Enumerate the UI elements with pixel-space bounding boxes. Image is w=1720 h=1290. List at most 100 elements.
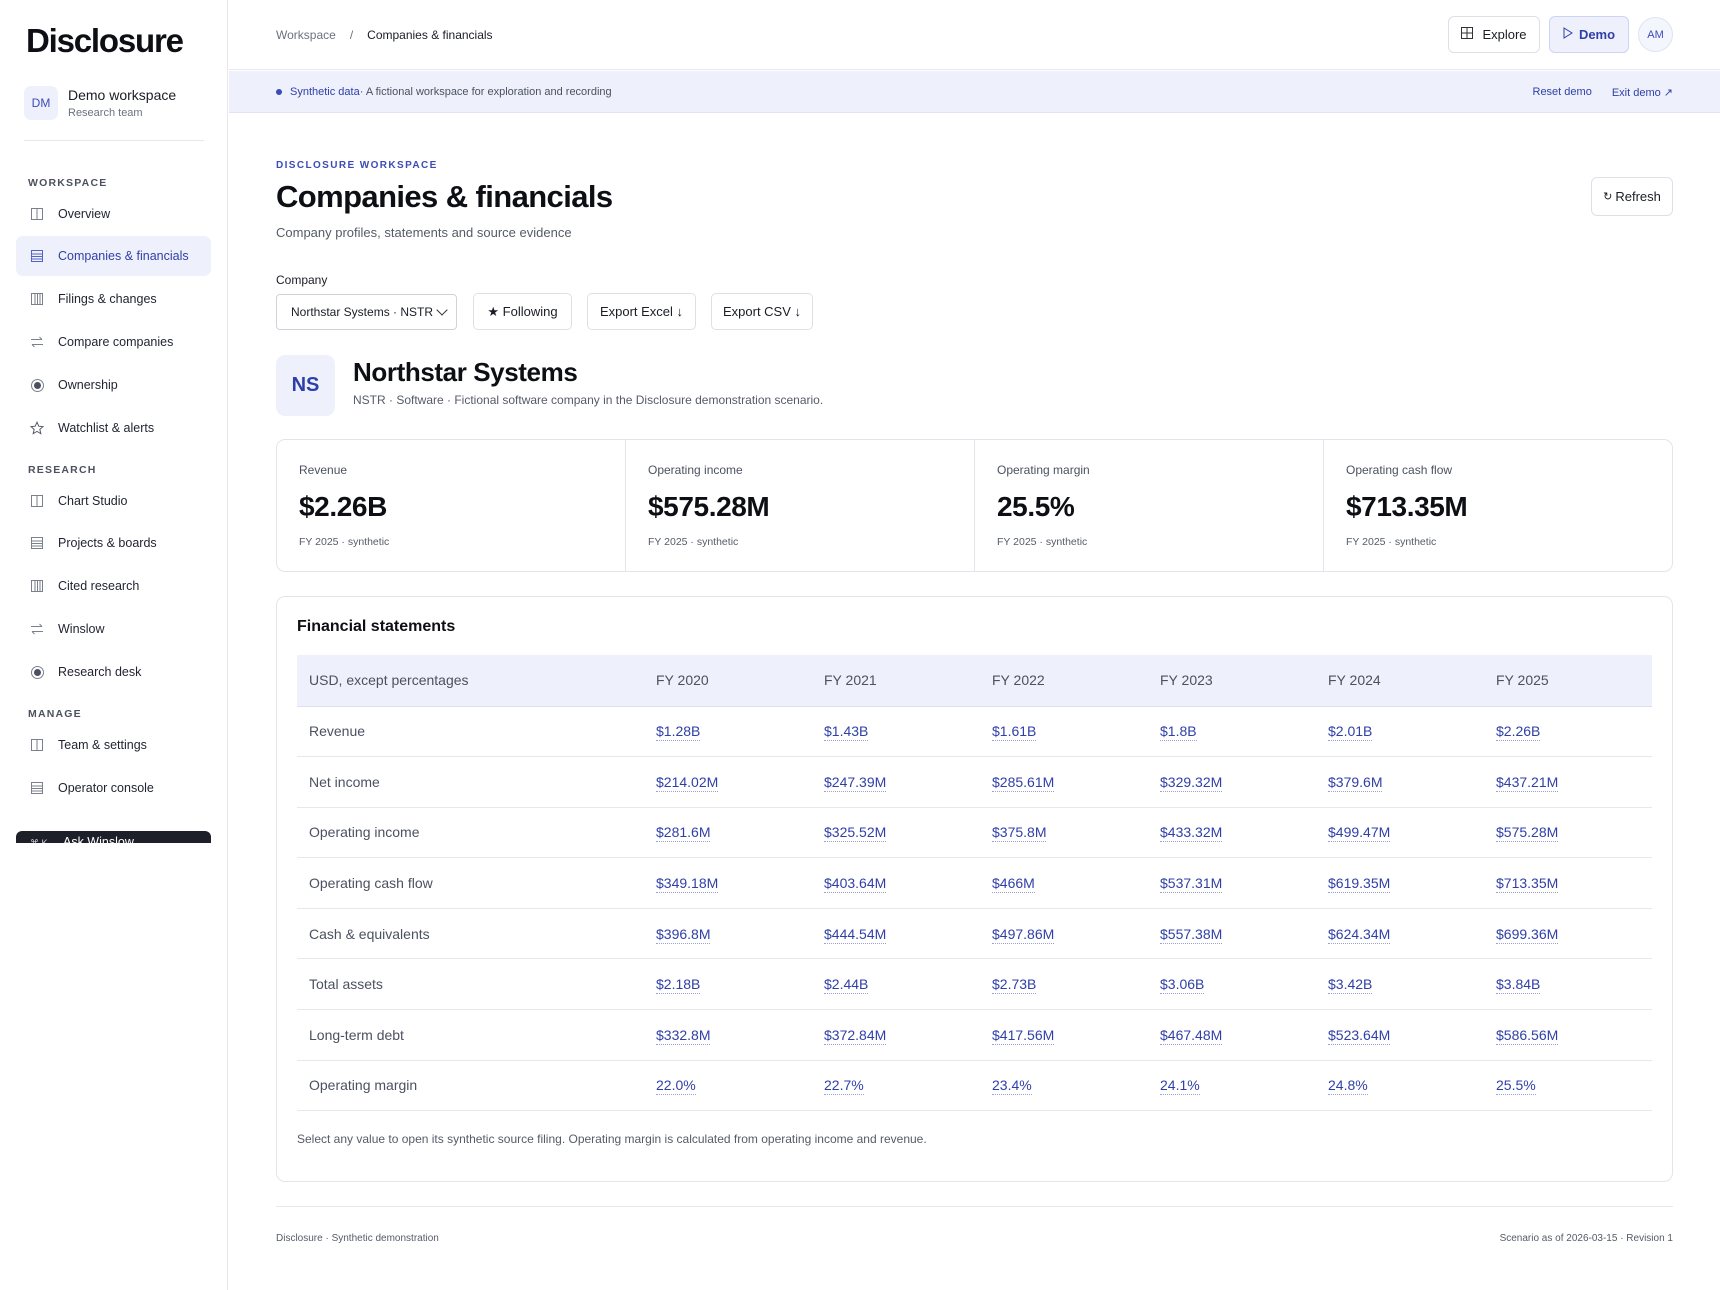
table-row: Total assets $2.18B $2.44B $2.73B $3.06B $3.4… bbox=[297, 958, 1652, 1011]
financial-statements-card: Financial statements USD, except percent… bbox=[276, 596, 1673, 1182]
table-cell: $1.43B bbox=[812, 706, 980, 758]
demo-button[interactable]: Demo bbox=[1549, 16, 1629, 53]
source-value-link[interactable]: $2.26B bbox=[1496, 723, 1541, 742]
sidebar-item-research-desk[interactable]: Research desk bbox=[16, 652, 211, 692]
source-value-link[interactable]: $417.56M bbox=[992, 1026, 1055, 1045]
source-value-link[interactable]: 24.1% bbox=[1160, 1077, 1200, 1096]
company-logo: NS bbox=[276, 355, 335, 416]
source-value-link[interactable]: $499.47M bbox=[1328, 824, 1391, 843]
source-value-link[interactable]: $403.64M bbox=[824, 875, 887, 894]
table-row: Operating cash flow $349.18M $403.64M $466M… bbox=[297, 857, 1652, 909]
sidebar-item-filings-changes[interactable]: Filings & changes bbox=[16, 279, 211, 319]
explore-button[interactable]: Explore bbox=[1448, 16, 1540, 53]
source-value-link[interactable]: $433.32M bbox=[1160, 824, 1223, 843]
table-cell: $467.48M bbox=[1148, 1009, 1316, 1061]
source-value-link[interactable]: $523.64M bbox=[1328, 1026, 1391, 1045]
source-value-link[interactable]: $619.35M bbox=[1328, 875, 1391, 894]
source-value-link[interactable]: $537.31M bbox=[1160, 875, 1223, 894]
source-value-link[interactable]: $497.86M bbox=[992, 925, 1055, 944]
source-value-link[interactable]: $281.6M bbox=[656, 824, 711, 843]
source-value-link[interactable]: $332.8M bbox=[656, 1026, 711, 1045]
source-value-link[interactable]: $247.39M bbox=[824, 773, 887, 792]
app-logo[interactable]: Disclosure bbox=[26, 22, 184, 59]
table-cell: $2.01B bbox=[1316, 706, 1484, 758]
nav-section-manage: MANAGE bbox=[28, 708, 82, 720]
row-label: Net income bbox=[297, 756, 644, 808]
source-value-link[interactable]: $713.35M bbox=[1496, 875, 1559, 894]
source-value-link[interactable]: $379.6M bbox=[1328, 773, 1383, 792]
table-cell: $396.8M bbox=[644, 908, 812, 960]
banner-strong: Synthetic data bbox=[290, 86, 360, 98]
source-value-link[interactable]: $325.52M bbox=[824, 824, 887, 843]
source-value-link[interactable]: 24.8% bbox=[1328, 1077, 1368, 1096]
source-value-link[interactable]: $3.84B bbox=[1496, 976, 1541, 995]
source-value-link[interactable]: $3.42B bbox=[1328, 976, 1373, 995]
reset-demo-link[interactable]: Reset demo bbox=[1532, 86, 1592, 98]
sidebar-item-cited-research[interactable]: Cited research bbox=[16, 566, 211, 606]
financial-statements-title: Financial statements bbox=[297, 618, 456, 635]
source-value-link[interactable]: $329.32M bbox=[1160, 773, 1223, 792]
column-header: FY 2025 bbox=[1484, 655, 1652, 707]
refresh-button[interactable]: ↻ Refresh bbox=[1591, 177, 1673, 216]
sidebar-item-ownership[interactable]: Ownership bbox=[16, 365, 211, 405]
user-avatar[interactable]: AM bbox=[1638, 17, 1673, 52]
row-label: Long-term debt bbox=[297, 1009, 644, 1061]
sidebar-item-team-settings[interactable]: Team & settings bbox=[16, 725, 211, 765]
source-value-link[interactable]: $575.28M bbox=[1496, 824, 1559, 843]
source-value-link[interactable]: $437.21M bbox=[1496, 773, 1559, 792]
sidebar-item-companies-financials[interactable]: Companies & financials bbox=[16, 236, 211, 276]
table-cell: $497.86M bbox=[980, 908, 1148, 960]
refresh-icon: ↻ bbox=[1603, 191, 1613, 203]
source-value-link[interactable]: $375.8M bbox=[992, 824, 1047, 843]
sidebar-item-compare-companies[interactable]: Compare companies bbox=[16, 322, 211, 362]
source-value-link[interactable]: $624.34M bbox=[1328, 925, 1391, 944]
radio-circle-icon bbox=[30, 665, 44, 679]
page-title: Companies & financials bbox=[276, 179, 613, 214]
following-button[interactable]: ★ Following bbox=[473, 293, 572, 330]
source-value-link[interactable]: $285.61M bbox=[992, 773, 1055, 792]
source-value-link[interactable]: $2.18B bbox=[656, 976, 701, 995]
table-cell: $699.36M bbox=[1484, 908, 1652, 960]
sidebar-item-chart-studio[interactable]: Chart Studio bbox=[16, 481, 211, 521]
source-value-link[interactable]: $214.02M bbox=[656, 773, 719, 792]
source-value-link[interactable]: 22.7% bbox=[824, 1077, 864, 1096]
table-cell: $325.52M bbox=[812, 807, 980, 859]
sidebar-item-operator-console[interactable]: Operator console bbox=[16, 768, 211, 808]
source-value-link[interactable]: $466M bbox=[992, 875, 1035, 894]
column-header: FY 2020 bbox=[644, 655, 812, 707]
source-value-link[interactable]: $2.44B bbox=[824, 976, 869, 995]
sidebar-item-overview[interactable]: Overview bbox=[16, 194, 211, 234]
kpi-card-operating-cash-flow: Operating cash flow $713.35M FY 2025 · s… bbox=[1324, 440, 1672, 571]
ask-winslow-button[interactable]: ⌘ K Ask Winslow bbox=[16, 831, 211, 843]
company-select[interactable]: Northstar Systems · NSTR bbox=[276, 294, 457, 330]
source-value-link[interactable]: $396.8M bbox=[656, 925, 711, 944]
source-value-link[interactable]: $1.28B bbox=[656, 723, 701, 742]
source-value-link[interactable]: $372.84M bbox=[824, 1026, 887, 1045]
sidebar-item-projects-boards[interactable]: Projects & boards bbox=[16, 523, 211, 563]
source-value-link[interactable]: $699.36M bbox=[1496, 925, 1559, 944]
explore-label: Explore bbox=[1482, 27, 1527, 42]
table-cell: $2.26B bbox=[1484, 706, 1652, 758]
source-value-link[interactable]: $1.43B bbox=[824, 723, 869, 742]
sidebar-item-winslow[interactable]: Winslow bbox=[16, 609, 211, 649]
breadcrumb-workspace[interactable]: Workspace bbox=[276, 28, 336, 42]
export-csv-button[interactable]: Export CSV ↓ bbox=[711, 293, 813, 330]
source-value-link[interactable]: 25.5% bbox=[1496, 1077, 1536, 1096]
table-cell: 22.7% bbox=[812, 1060, 980, 1112]
source-value-link[interactable]: 23.4% bbox=[992, 1077, 1032, 1096]
source-value-link[interactable]: $3.06B bbox=[1160, 976, 1205, 995]
source-value-link[interactable]: $467.48M bbox=[1160, 1026, 1223, 1045]
source-value-link[interactable]: $1.61B bbox=[992, 723, 1037, 742]
source-value-link[interactable]: $586.56M bbox=[1496, 1026, 1559, 1045]
sidebar-item-watchlist-alerts[interactable]: Watchlist & alerts bbox=[16, 408, 211, 448]
source-value-link[interactable]: $557.38M bbox=[1160, 925, 1223, 944]
source-value-link[interactable]: $1.8B bbox=[1160, 723, 1197, 742]
source-value-link[interactable]: $349.18M bbox=[656, 875, 719, 894]
export-excel-button[interactable]: Export Excel ↓ bbox=[587, 293, 696, 330]
source-value-link[interactable]: 22.0% bbox=[656, 1077, 696, 1096]
exit-demo-link[interactable]: Exit demo ↗ bbox=[1611, 87, 1673, 99]
source-value-link[interactable]: $2.73B bbox=[992, 976, 1037, 995]
source-value-link[interactable]: $2.01B bbox=[1328, 723, 1373, 742]
workspace-switcher[interactable]: DM Demo workspace Research team bbox=[24, 84, 176, 120]
source-value-link[interactable]: $444.54M bbox=[824, 925, 887, 944]
